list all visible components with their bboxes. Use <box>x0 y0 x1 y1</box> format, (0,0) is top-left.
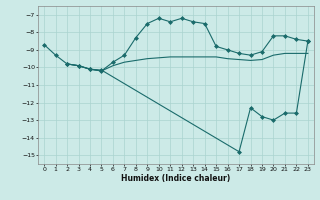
X-axis label: Humidex (Indice chaleur): Humidex (Indice chaleur) <box>121 174 231 183</box>
